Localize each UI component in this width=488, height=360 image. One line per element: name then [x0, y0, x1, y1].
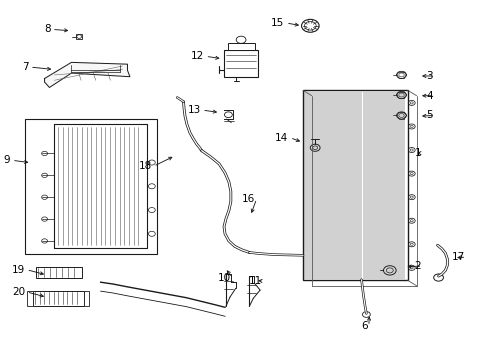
Text: 8: 8	[44, 24, 50, 35]
Bar	[36, 267, 82, 278]
Text: 13: 13	[187, 105, 200, 115]
Text: 6: 6	[360, 321, 366, 331]
Text: 1: 1	[413, 148, 420, 158]
Text: 9: 9	[4, 155, 10, 165]
Text: 10: 10	[217, 273, 230, 283]
Text: 12: 12	[190, 51, 203, 61]
Text: 11: 11	[249, 276, 262, 286]
Bar	[303, 90, 407, 280]
Bar	[27, 291, 33, 306]
Text: 18: 18	[138, 161, 152, 171]
Text: 7: 7	[22, 62, 28, 72]
Polygon shape	[44, 62, 130, 87]
Bar	[76, 35, 82, 39]
Text: 20: 20	[12, 287, 25, 297]
Text: 17: 17	[451, 252, 464, 262]
Text: 15: 15	[271, 18, 284, 28]
Text: 4: 4	[426, 91, 432, 101]
Text: 3: 3	[426, 71, 432, 81]
Bar	[33, 291, 83, 306]
Text: 19: 19	[12, 265, 25, 275]
Text: 14: 14	[275, 133, 288, 143]
Bar	[224, 50, 258, 77]
Bar	[25, 119, 157, 253]
Bar	[227, 43, 254, 50]
Text: 5: 5	[426, 111, 432, 121]
Text: 16: 16	[242, 194, 255, 204]
Bar	[83, 291, 88, 306]
Text: 2: 2	[413, 261, 420, 271]
